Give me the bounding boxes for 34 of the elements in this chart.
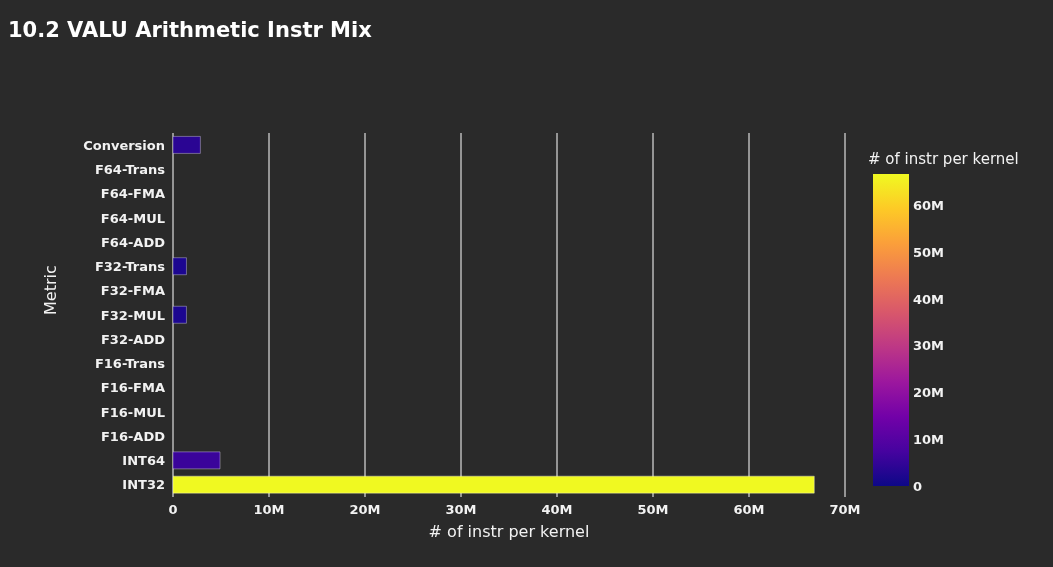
x-tick-label: 60M <box>733 502 765 518</box>
x-tick-label: 0 <box>168 502 178 518</box>
y-tick-label: F16-ADD <box>100 428 166 444</box>
y-tick-label: F32-MUL <box>100 307 165 323</box>
color-bar-label: 10M <box>913 431 945 447</box>
x-tick-label: 20M <box>349 502 381 518</box>
y-tick-label: F16-MUL <box>100 404 165 420</box>
y-tick-label: INT32 <box>122 477 165 493</box>
color-bar-label: 40M <box>913 291 945 307</box>
y-tick-label: F16-FMA <box>100 380 165 396</box>
color-bar-label: 50M <box>913 244 945 260</box>
color-bar-label: 60M <box>913 198 945 214</box>
y-tick-label: F16-Trans <box>94 356 166 372</box>
y-tick-label: INT64 <box>122 453 165 469</box>
y-tick-label: F64-ADD <box>100 234 166 250</box>
y-tick-label: Conversion <box>83 137 165 153</box>
color-bar-label: 0 <box>913 478 923 494</box>
x-tick-label: 40M <box>541 502 573 518</box>
color-bar-label: 30M <box>913 338 945 354</box>
color-bar-label: 20M <box>913 385 945 401</box>
y-tick-label: F64-FMA <box>100 186 165 202</box>
color-bar-title: # of instr per kernel <box>868 150 1019 168</box>
x-tick-label: 30M <box>445 502 477 518</box>
chart-title: 10.2 VALU Arithmetic Instr Mix <box>8 18 372 42</box>
y-tick-label: F32-Trans <box>94 259 166 275</box>
y-tick-label: F64-MUL <box>100 210 165 226</box>
y-axis-title: Metric <box>40 265 60 315</box>
x-tick-label: 10M <box>253 502 285 518</box>
y-tick-label: F64-Trans <box>94 162 166 178</box>
x-tick-label: 70M <box>829 502 861 518</box>
y-tick-label: F32-FMA <box>100 283 165 299</box>
x-tick-label: 50M <box>637 502 669 518</box>
x-axis-title: # of instr per kernel <box>428 522 590 541</box>
y-tick-label: F32-ADD <box>100 331 166 347</box>
